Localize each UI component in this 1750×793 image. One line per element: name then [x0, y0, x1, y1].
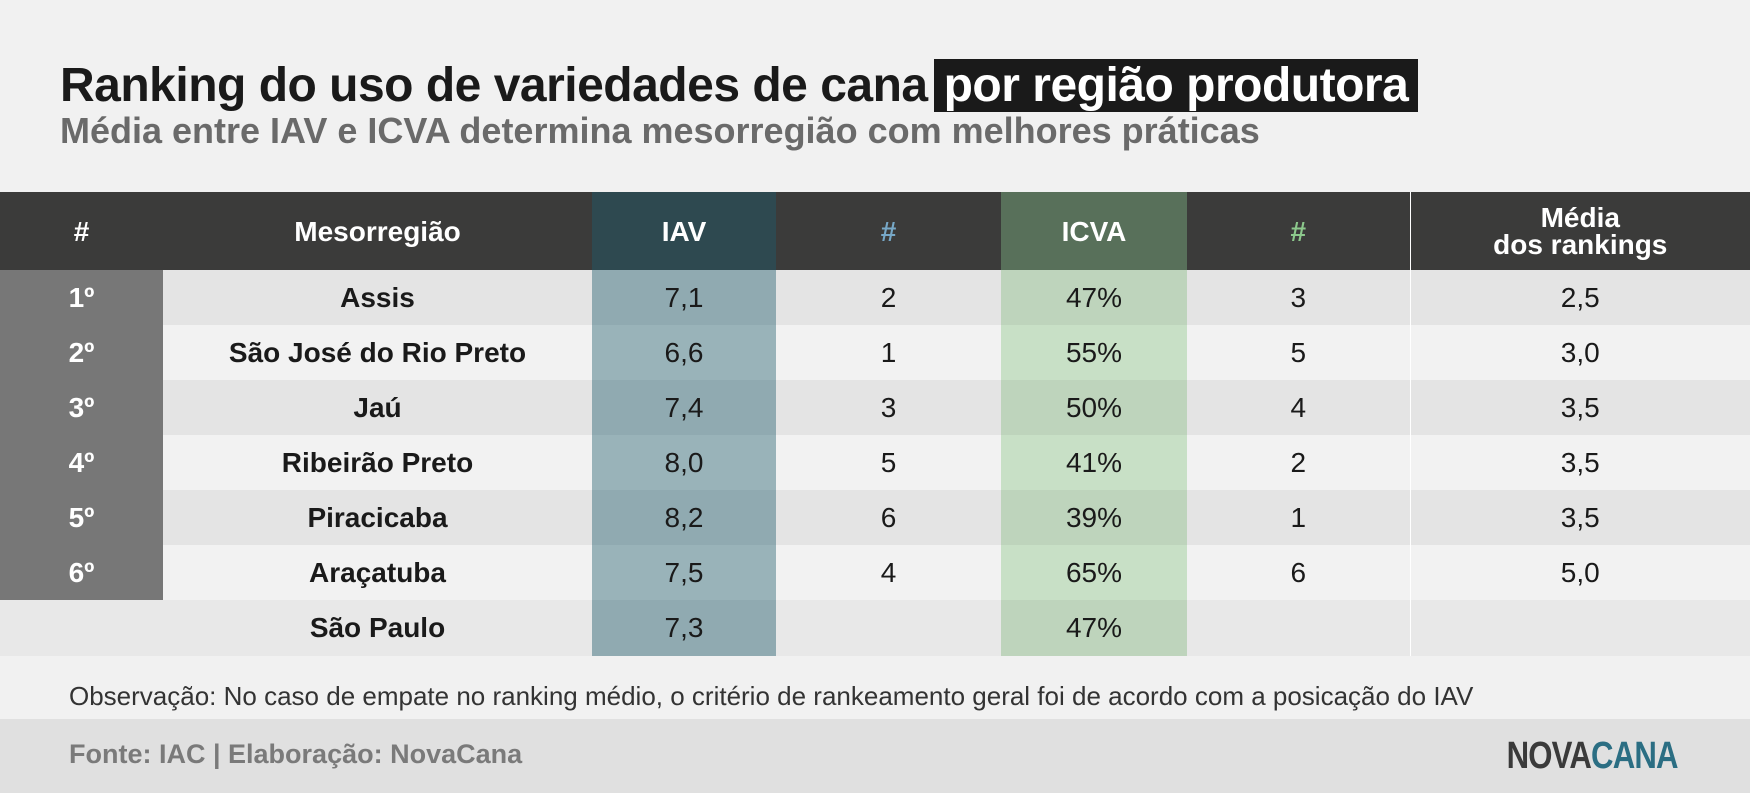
- header-media-line1: Média: [1540, 202, 1620, 233]
- position-cell: 5º: [0, 490, 163, 545]
- icva-rank-cell: 1: [1187, 490, 1410, 545]
- table-row: 4º Ribeirão Preto 8,0 5 41% 2 3,5: [0, 435, 1750, 490]
- title-main: Ranking do uso de variedades de cana: [60, 59, 928, 112]
- iav-rank-cell: 6: [776, 490, 1001, 545]
- header-position: #: [0, 192, 163, 270]
- title-highlight: por região produtora: [933, 59, 1419, 112]
- media-cell: 2,5: [1409, 270, 1750, 325]
- iav-rank-cell: 5: [776, 435, 1001, 490]
- observation-note: Observação: No caso de empate no ranking…: [0, 661, 1750, 719]
- region-cell: Araçatuba: [163, 545, 592, 600]
- icva-cell: 50%: [1001, 380, 1187, 435]
- iav-rank-cell: 4: [776, 545, 1001, 600]
- position-cell: 3º: [0, 380, 163, 435]
- position-cell-empty: [0, 600, 163, 656]
- iav-rank-cell-empty: [776, 600, 1001, 656]
- logo-part-nova: NOVA: [1506, 735, 1592, 777]
- media-cell: 3,5: [1409, 380, 1750, 435]
- page-title: Ranking do uso de variedades de cana por …: [60, 54, 1419, 118]
- table-row: 6º Araçatuba 7,5 4 65% 6 5,0: [0, 545, 1750, 600]
- iav-cell: 6,6: [592, 325, 776, 380]
- region-cell: Piracicaba: [163, 490, 592, 545]
- header-region: Mesorregião: [163, 192, 592, 270]
- media-cell: 3,5: [1409, 490, 1750, 545]
- header-media-line2: dos rankings: [1493, 229, 1668, 260]
- iav-cell: 7,1: [592, 270, 776, 325]
- position-cell: 1º: [0, 270, 163, 325]
- region-cell: São Paulo: [163, 600, 592, 656]
- table-row: 3º Jaú 7,4 3 50% 4 3,5: [0, 380, 1750, 435]
- table-header-row: # Mesorregião IAV # ICVA # Média dos rank…: [0, 192, 1750, 270]
- header-iav-rank: #: [776, 192, 1001, 270]
- table-row: 1º Assis 7,1 2 47% 3 2,5: [0, 270, 1750, 325]
- media-cell-empty: [1409, 600, 1750, 656]
- media-cell: 5,0: [1409, 545, 1750, 600]
- header-iav: IAV: [592, 192, 776, 270]
- iav-cell: 8,0: [592, 435, 776, 490]
- region-cell: São José do Rio Preto: [163, 325, 592, 380]
- media-cell: 3,0: [1409, 325, 1750, 380]
- icva-cell: 47%: [1001, 600, 1187, 656]
- logo-part-cana: CANA: [1591, 735, 1679, 777]
- region-cell: Ribeirão Preto: [163, 435, 592, 490]
- iav-cell: 7,4: [592, 380, 776, 435]
- iav-cell: 8,2: [592, 490, 776, 545]
- icva-rank-cell-empty: [1187, 600, 1410, 656]
- icva-rank-cell: 4: [1187, 380, 1410, 435]
- ranking-table: # Mesorregião IAV # ICVA # Média dos rank…: [0, 192, 1750, 656]
- position-cell: 6º: [0, 545, 163, 600]
- icva-rank-cell: 3: [1187, 270, 1410, 325]
- title-area: Ranking do uso de variedades de cana por …: [0, 0, 1750, 192]
- header-media: Média dos rankings: [1409, 192, 1750, 270]
- icva-rank-cell: 2: [1187, 435, 1410, 490]
- footer: Fonte: IAC | Elaboração: NovaCana NOVACA…: [0, 719, 1750, 793]
- icva-cell: 65%: [1001, 545, 1187, 600]
- iav-rank-cell: 2: [776, 270, 1001, 325]
- icva-cell: 47%: [1001, 270, 1187, 325]
- icva-cell: 39%: [1001, 490, 1187, 545]
- iav-rank-cell: 3: [776, 380, 1001, 435]
- region-cell: Jaú: [163, 380, 592, 435]
- icva-rank-cell: 6: [1187, 545, 1410, 600]
- page-subtitle: Média entre IAV e ICVA determina mesorre…: [60, 110, 1260, 151]
- position-cell: 2º: [0, 325, 163, 380]
- header-icva-rank: #: [1187, 192, 1410, 270]
- icva-cell: 55%: [1001, 325, 1187, 380]
- media-cell: 3,5: [1409, 435, 1750, 490]
- header-icva: ICVA: [1001, 192, 1187, 270]
- icva-rank-cell: 5: [1187, 325, 1410, 380]
- novacana-logo: NOVACANA: [1506, 735, 1679, 778]
- table-row: 2º São José do Rio Preto 6,6 1 55% 5 3,0: [0, 325, 1750, 380]
- source-credit: Fonte: IAC | Elaboração: NovaCana: [69, 739, 523, 769]
- table-row: 5º Piracicaba 8,2 6 39% 1 3,5: [0, 490, 1750, 545]
- region-cell: Assis: [163, 270, 592, 325]
- iav-rank-cell: 1: [776, 325, 1001, 380]
- position-cell: 4º: [0, 435, 163, 490]
- iav-cell: 7,3: [592, 600, 776, 656]
- icva-cell: 41%: [1001, 435, 1187, 490]
- state-total-row: São Paulo 7,3 47%: [0, 600, 1750, 656]
- iav-cell: 7,5: [592, 545, 776, 600]
